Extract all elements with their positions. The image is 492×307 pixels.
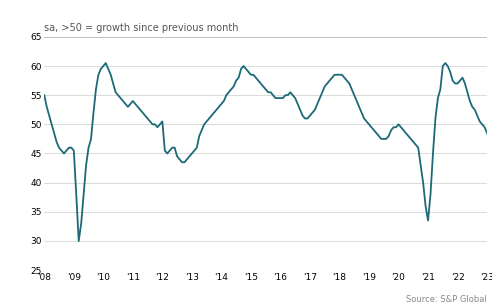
Text: sa, >50 = growth since previous month: sa, >50 = growth since previous month: [44, 23, 239, 33]
Text: Source: S&P Global: Source: S&P Global: [406, 295, 487, 304]
